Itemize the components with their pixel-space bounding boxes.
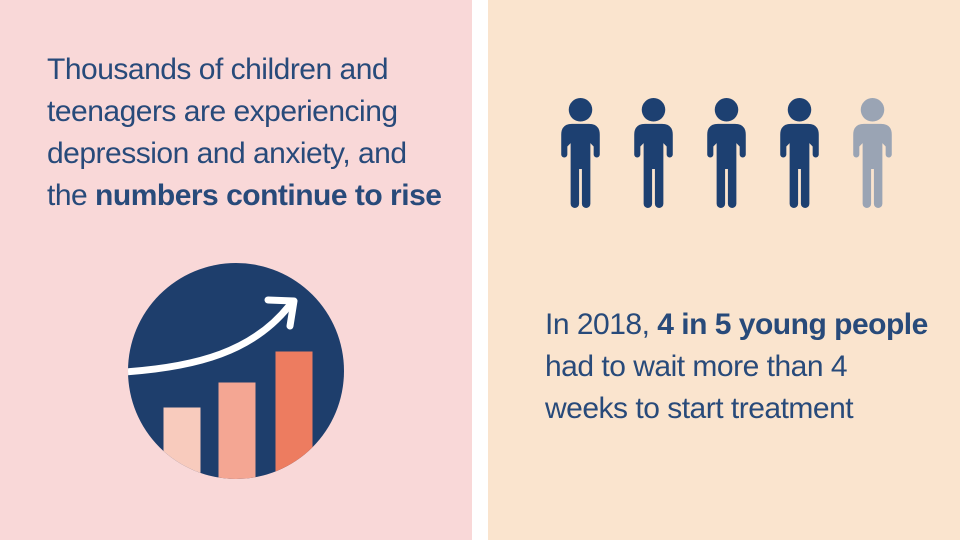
person-icon [634,98,673,209]
bar-1-icon [163,407,201,479]
bar-2-icon [218,382,256,479]
statement-line: In 2018, 4 in 5 young people [545,308,928,341]
people-pictograph [557,97,896,210]
right-panel: In 2018, 4 in 5 young people had to wait… [488,0,960,540]
statement-line: weeks to start treatment [545,392,854,425]
bar-3-icon [275,351,313,479]
left-panel: Thousands of children and teenagers are … [0,0,472,540]
arrow-head-icon [264,296,298,330]
statement-line: depression and anxiety, and [47,137,407,170]
statement-line: Thousands of children and [47,53,389,86]
right-statement: In 2018, 4 in 5 young people had to wait… [545,304,928,430]
statement-line: teenagers are experiencing [47,95,398,128]
person-icon [707,98,746,209]
trend-curve [128,302,293,376]
person-icon [780,98,819,209]
panel-divider [472,0,488,540]
person-icon [561,98,600,209]
person-icon [853,98,892,209]
rising-trend-chart-icon [128,263,344,479]
statement-line: had to wait more than 4 [545,350,848,383]
statement-line: the numbers continue to rise [47,179,442,212]
rising-trend-chart-svg [128,263,344,479]
left-statement: Thousands of children and teenagers are … [47,49,442,217]
